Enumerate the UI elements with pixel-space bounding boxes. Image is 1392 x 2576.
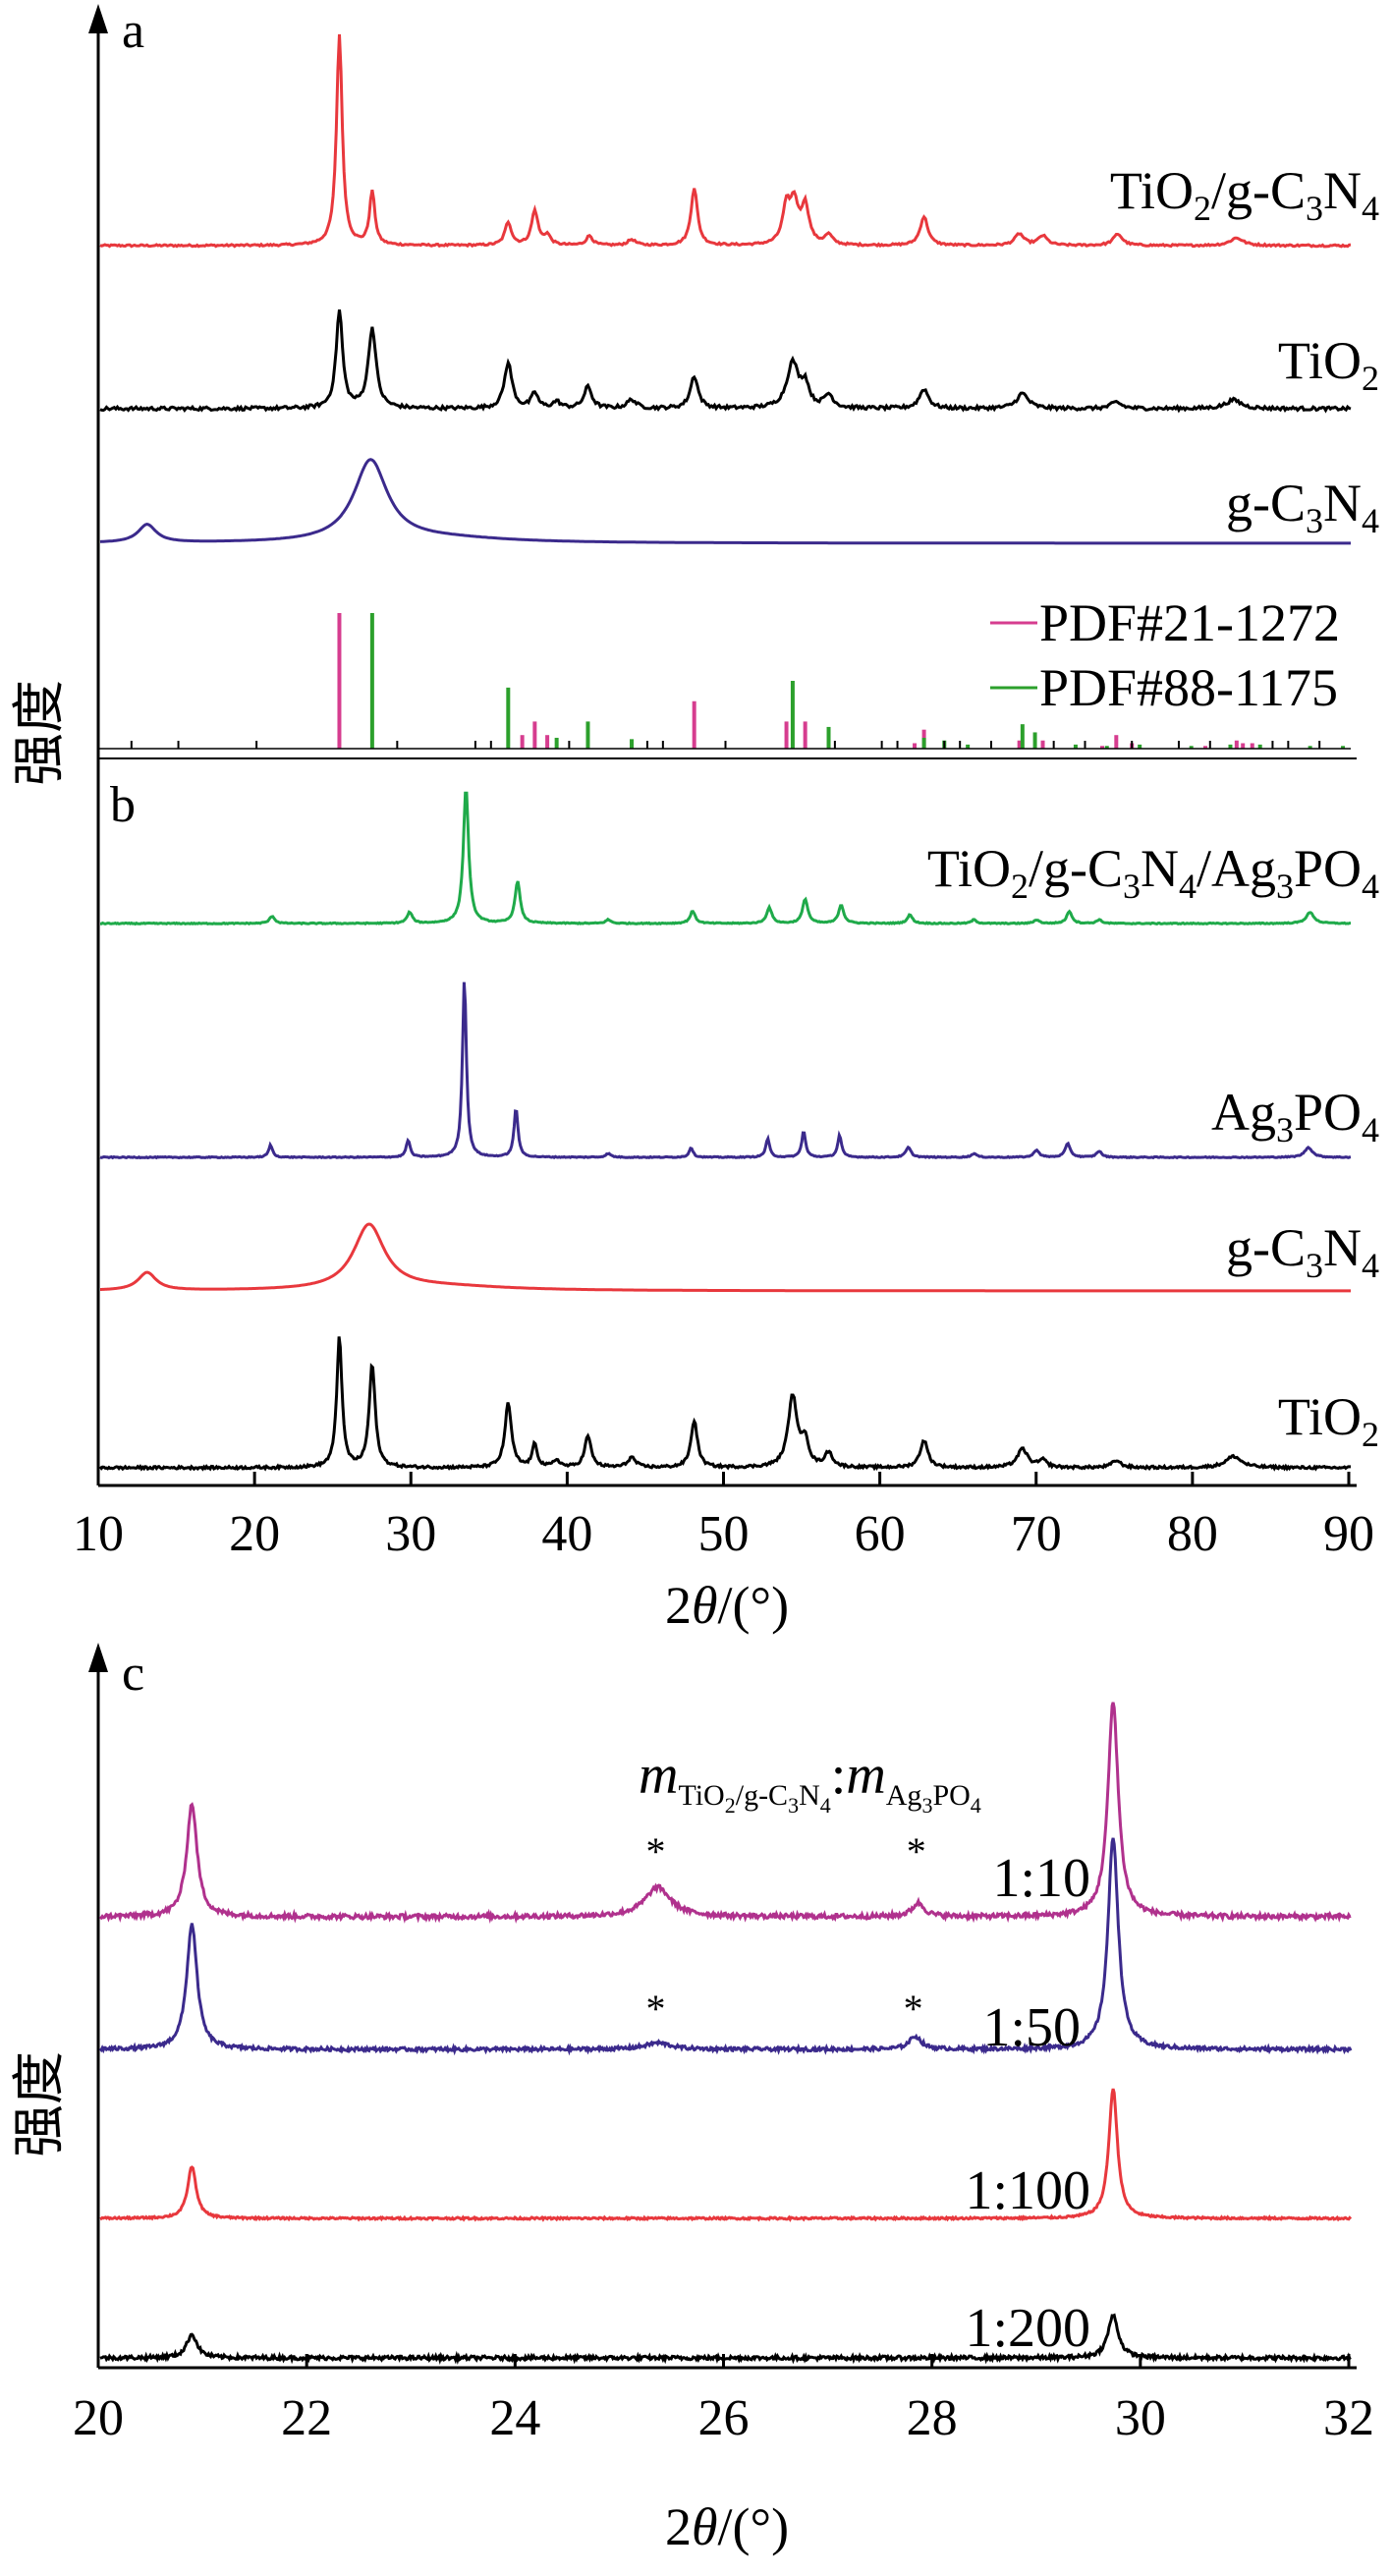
- x-tick-label-c: 24: [489, 2390, 540, 2446]
- x-tick-label-c: 26: [698, 2390, 750, 2446]
- x-axis-label-c: 2θ/(°): [665, 2497, 789, 2556]
- x-ticks-c: 20 22 24 26 28 30 32: [73, 2354, 1374, 2446]
- x-tick-label-ab: 80: [1167, 1506, 1218, 1562]
- label-a-g-c3n4: g-C3N4: [1226, 474, 1379, 540]
- series-b-g-c3n4: [100, 1222, 1351, 1293]
- series-b-tio2-g-c3n4-ag3po4: [100, 791, 1351, 926]
- series-c-1-50: [98, 1837, 1353, 2056]
- peak-asterisk: *: [907, 1829, 926, 1874]
- x-tick-label-ab: 10: [73, 1506, 124, 1562]
- label-c-1-50: 1:50: [982, 1997, 1081, 2058]
- x-tick-label-c: 22: [281, 2390, 332, 2446]
- series-a-tio2: [99, 309, 1352, 414]
- ratio-label: mTiO2/g-C3N4:mAg3PO4: [639, 1745, 981, 1818]
- x-ticks-ab: 10 20 30 40 50 60 70 80 90: [73, 1472, 1374, 1562]
- panel-b: TiO2/g-C3N4/Ag3PO4 Ag3PO4 g-C3N4 TiO2: [98, 791, 1379, 1472]
- reference-sticks: [337, 613, 1346, 749]
- label-b-ag3po4: Ag3PO4: [1211, 1083, 1379, 1149]
- reference-legend: PDF#21-1272 PDF#88-1175: [990, 593, 1340, 717]
- x-tick-label-ab: 70: [1011, 1506, 1062, 1562]
- x-tick-label-ab: 20: [229, 1506, 280, 1562]
- label-b-tio2: TiO2: [1278, 1387, 1379, 1454]
- reference-background-ticks: [130, 741, 1321, 749]
- panel-ab-frame: a b 强度 2θ/(°) 10 20 30 40 50 60 70 80 90: [10, 3, 1374, 1635]
- x-tick-label-ab: 90: [1323, 1506, 1374, 1562]
- label-b-tio2-g-c3n4-ag3po4: TiO2/g-C3N4/Ag3PO4: [927, 839, 1379, 906]
- label-c-1-100: 1:100: [965, 2160, 1090, 2221]
- label-c-1-200: 1:200: [965, 2298, 1090, 2359]
- panel-a: TiO2/g-C3N4 TiO2 g-C3N4 PDF#21-1272 PDF#…: [98, 33, 1379, 750]
- panel-c: c 强度 2θ/(°) 20 22 24 26 28 30 32 mTiO2/g-C3N4:…: [10, 1643, 1374, 2556]
- legend-label-pdf-21-1272: PDF#21-1272: [1039, 593, 1340, 652]
- peak-asterisk: *: [904, 1987, 923, 2031]
- legend-label-pdf-88-1175: PDF#88-1175: [1039, 658, 1338, 717]
- series-c-1-200: [99, 2313, 1352, 2366]
- x-axis-label-ab: 2θ/(°): [665, 1576, 789, 1635]
- series-b-tio2: [98, 1336, 1351, 1472]
- x-tick-label-ab: 40: [541, 1506, 592, 1562]
- x-tick-label-c: 20: [73, 2390, 124, 2446]
- panel-label-a: a: [122, 3, 144, 59]
- x-tick-label-ab: 30: [385, 1506, 436, 1562]
- x-tick-label-c: 32: [1323, 2390, 1374, 2446]
- series-c-1-10: [98, 1702, 1352, 1925]
- label-b-g-c3n4: g-C3N4: [1226, 1218, 1379, 1285]
- x-tick-label-c: 28: [907, 2390, 958, 2446]
- c-annotations: * * * *: [646, 1829, 926, 2031]
- peak-asterisk: *: [646, 1987, 666, 2031]
- y-axis-label-c: 强度: [10, 2051, 69, 2157]
- series-a-g-c3n4: [99, 458, 1351, 545]
- peak-asterisk: *: [646, 1829, 666, 1874]
- panel-label-c: c: [122, 1646, 144, 1702]
- series-a-tio2-g-c3n4: [99, 33, 1352, 249]
- x-tick-label-ab: 50: [698, 1506, 750, 1562]
- label-c-1-10: 1:10: [992, 1848, 1090, 1909]
- label-a-tio2: TiO2: [1278, 331, 1379, 398]
- label-a-tio2-g-c3n4: TiO2/g-C3N4: [1110, 161, 1379, 228]
- x-tick-label-ab: 60: [855, 1506, 906, 1562]
- y-axis-label-ab: 强度: [10, 680, 69, 786]
- x-tick-label-c: 30: [1115, 2390, 1166, 2446]
- y-axis-ab-arrow: [88, 4, 108, 33]
- series-b-ag3po4: [99, 981, 1352, 1160]
- y-axis-c-arrow: [88, 1643, 108, 1672]
- panel-label-b: b: [110, 777, 136, 833]
- series-c-1-100: [99, 2088, 1353, 2222]
